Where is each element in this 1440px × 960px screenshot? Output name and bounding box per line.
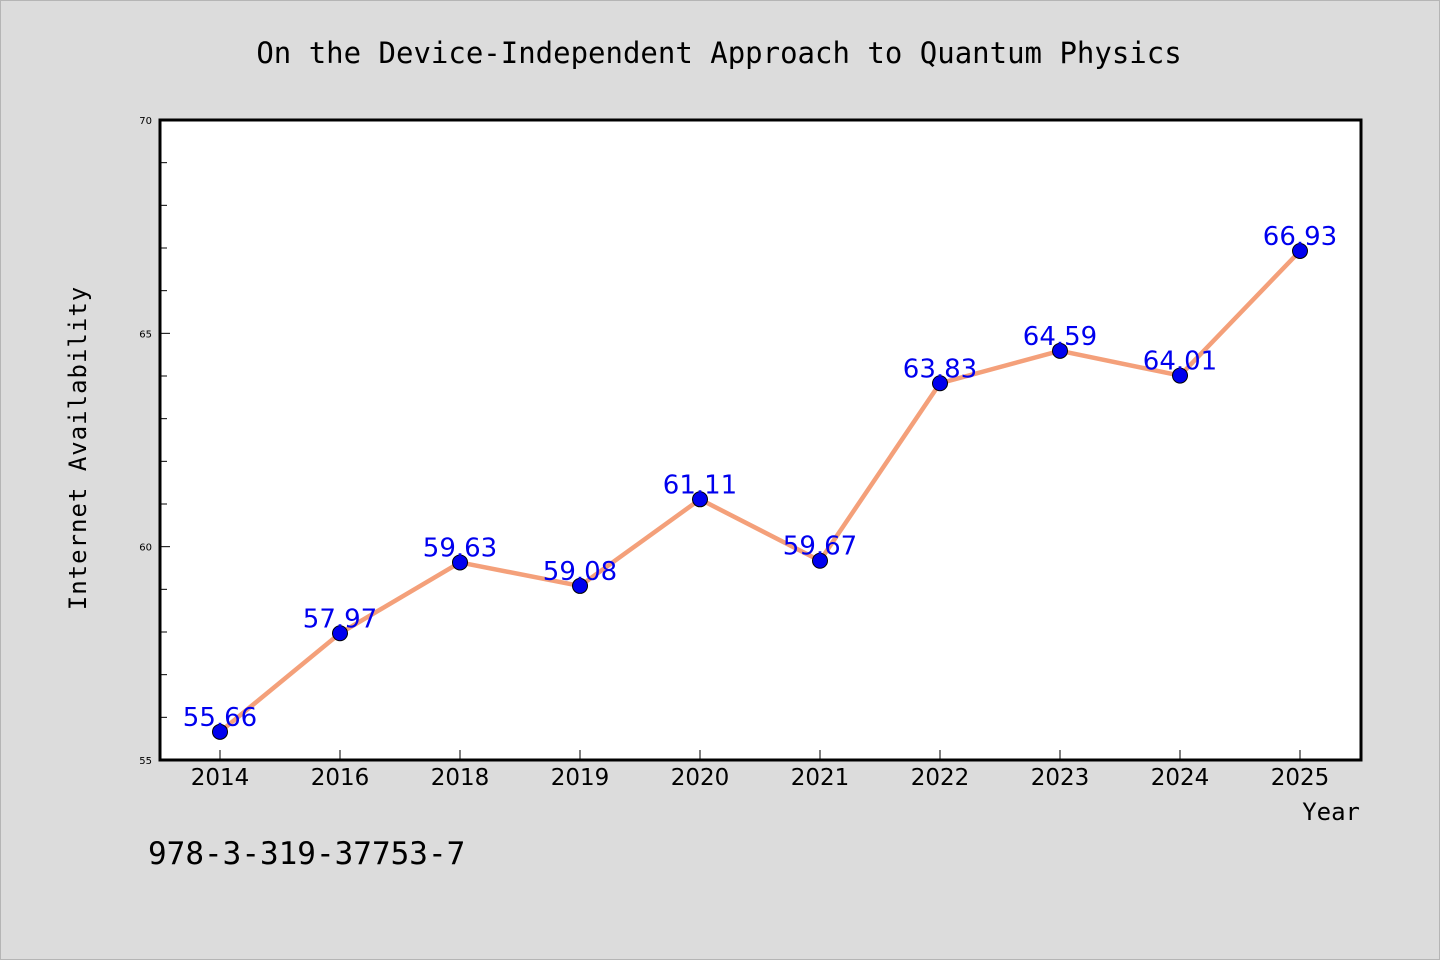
data-point bbox=[1052, 342, 1068, 359]
x-tick-label: 2016 bbox=[311, 765, 370, 791]
data-label: 57.97 bbox=[303, 604, 377, 634]
data-label: 61.11 bbox=[663, 470, 737, 500]
data-point bbox=[812, 552, 828, 569]
data-labels: 55.66 57.97 59.63 59.08 61.11 59.67 63.83 64.59… bbox=[183, 222, 1337, 733]
data-label: 64.59 bbox=[1023, 322, 1097, 352]
data-label: 59.67 bbox=[783, 532, 857, 562]
y-axis-label: Internet Availability bbox=[64, 286, 92, 610]
x-tick-label: 2024 bbox=[1151, 765, 1210, 791]
x-tick-label: 2018 bbox=[431, 765, 490, 791]
data-point bbox=[332, 625, 348, 642]
series-markers bbox=[212, 242, 1308, 740]
data-point bbox=[692, 491, 708, 508]
data-point bbox=[1292, 242, 1308, 259]
data-label: 63.83 bbox=[903, 354, 977, 384]
plot-border bbox=[158, 118, 1363, 762]
x-tick-label: 2025 bbox=[1271, 765, 1330, 791]
y-tick-label: 65 bbox=[139, 329, 152, 340]
data-point bbox=[212, 723, 228, 740]
data-point bbox=[572, 577, 588, 594]
data-point bbox=[1172, 367, 1188, 384]
x-tick-label: 2020 bbox=[671, 765, 730, 791]
x-tick-label: 2019 bbox=[551, 765, 610, 791]
x-tick-label: 2022 bbox=[911, 765, 970, 791]
y-tick-label: 55 bbox=[139, 756, 152, 767]
chart-title: On the Device-Independent Approach to Qu… bbox=[256, 36, 1181, 70]
x-tick-label: 2014 bbox=[191, 765, 250, 791]
isbn-footer: 978-3-319-37753-7 bbox=[148, 836, 465, 872]
data-label: 55.66 bbox=[183, 703, 257, 733]
data-point bbox=[932, 375, 948, 392]
series-line bbox=[217, 248, 1303, 735]
data-label: 59.08 bbox=[543, 557, 617, 587]
data-label: 59.63 bbox=[423, 533, 497, 563]
x-axis-label: Year bbox=[1302, 798, 1360, 826]
x-tick-label: 2023 bbox=[1031, 765, 1090, 791]
data-label: 64.01 bbox=[1143, 347, 1217, 377]
x-axis: 2014 2016 2018 2019 2020 2021 2022 2023 2024 2025 bbox=[191, 750, 1330, 791]
data-label: 66.93 bbox=[1263, 222, 1337, 252]
y-tick-label: 70 bbox=[139, 116, 152, 127]
x-tick-label: 2021 bbox=[791, 765, 850, 791]
plot-area bbox=[160, 120, 1361, 760]
y-tick-label: 60 bbox=[139, 543, 152, 554]
data-point bbox=[452, 554, 468, 571]
